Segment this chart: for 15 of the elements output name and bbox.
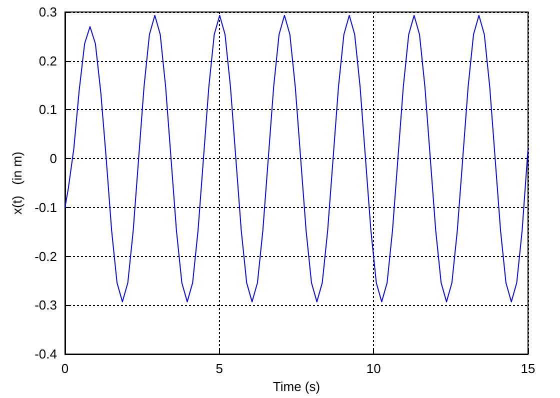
y-tick-label: -0.2: [34, 248, 57, 264]
y-tick-label: 0.2: [38, 53, 57, 68]
y-tick-label: 0.1: [38, 102, 57, 118]
y-tick-label: -0.1: [34, 200, 57, 215]
line-series: [64, 14, 528, 302]
y-tick-label: 0.3: [38, 4, 57, 20]
x-tick-label: 15: [520, 361, 536, 376]
x-tick-label: 10: [366, 361, 381, 376]
x-tick-label: 0: [61, 361, 69, 376]
x-tick-label: 5: [216, 361, 223, 376]
y-axis-title: x(t) (in m): [10, 152, 25, 214]
y-tick-label: -0.3: [34, 298, 57, 313]
y-tick-label: -0.4: [34, 346, 57, 362]
x-axis-title: Time (s): [272, 379, 320, 394]
y-tick-label: 0: [50, 151, 57, 166]
